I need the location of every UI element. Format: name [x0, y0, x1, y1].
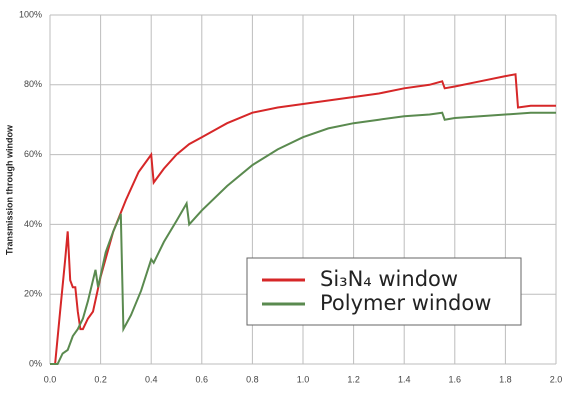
y-tick-label: 40% [24, 219, 42, 229]
y-tick-label: 100% [19, 9, 42, 19]
x-tick-label: 0.8 [246, 374, 259, 384]
x-tick-label: 1.6 [449, 374, 462, 384]
y-tick-label: 80% [24, 79, 42, 89]
x-tick-label: 0.6 [196, 374, 209, 384]
x-tick-label: 1.2 [347, 374, 360, 384]
x-tick-label: 0.4 [145, 374, 158, 384]
legend-box [246, 257, 522, 326]
legend-label: Polymer window [320, 291, 491, 315]
legend-label: Si₃N₄ window [320, 267, 458, 291]
x-tick-label: 1.4 [398, 374, 411, 384]
y-tick-label: 0% [29, 358, 42, 368]
x-tick-label: 1.8 [499, 374, 512, 384]
x-tick-label: 2.0 [550, 374, 563, 384]
x-tick-label: 0.0 [44, 374, 57, 384]
y-axis-label: Transmission through window [4, 124, 14, 255]
y-tick-label: 60% [24, 149, 42, 159]
x-tick-label: 0.2 [94, 374, 107, 384]
series-line [50, 73, 556, 365]
y-tick-label: 20% [24, 289, 42, 299]
series-line [50, 111, 556, 365]
x-tick-label: 1.0 [297, 374, 310, 384]
